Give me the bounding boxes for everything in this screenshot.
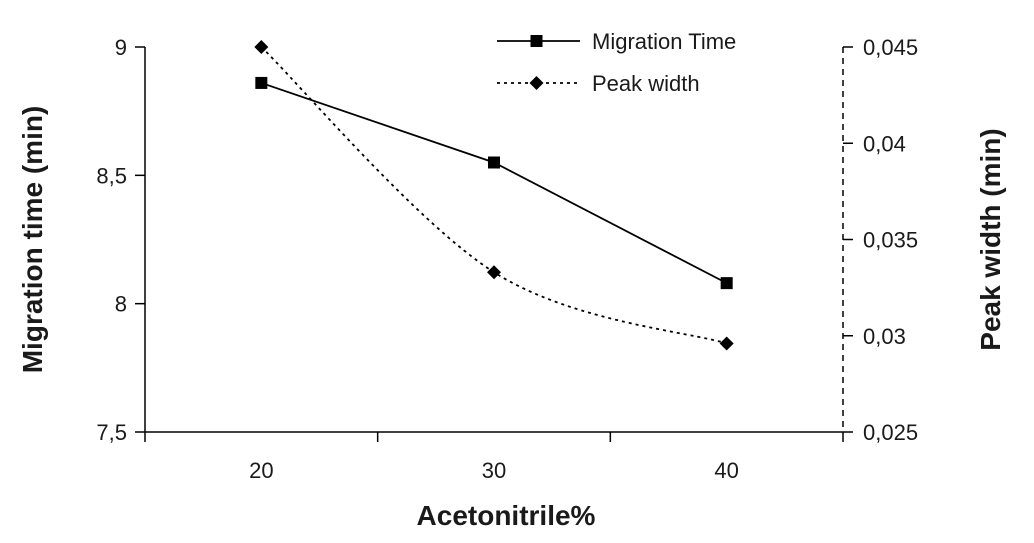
legend-label-peak-width: Peak width [592, 71, 700, 96]
series-layer [254, 40, 734, 351]
x-tick-label: 40 [714, 458, 738, 483]
axes: 7,5 8 8,5 9 20 30 40 0,025 0,03 0,035 0,04 0,045 [96, 35, 918, 483]
data-point-peak-width [719, 336, 734, 351]
legend-label-migration-time: Migration Time [592, 29, 736, 54]
y-right-tick-label: 0,035 [863, 228, 918, 253]
y-right-tick-label: 0,04 [863, 131, 906, 156]
series-line-migration-time [261, 82, 728, 284]
legend: Migration Time Peak width [497, 29, 736, 96]
x-tick-label: 30 [482, 458, 506, 483]
data-point-migration-time [255, 76, 268, 89]
y-left-tick-label: 8,5 [96, 163, 127, 188]
series-line-peak-width [260, 46, 727, 345]
data-point-migration-time [488, 156, 500, 169]
y-right-tick-label: 0,03 [863, 324, 906, 349]
data-point-peak-width [487, 265, 501, 280]
data-point-peak-width [254, 40, 269, 54]
y-axis-right-title: Peak width (min) [975, 128, 1006, 350]
y-right-tick-label: 0,045 [863, 35, 918, 60]
y-right-tick-label: 0,025 [863, 420, 918, 445]
x-axis-title: Acetonitrile% [417, 500, 596, 531]
data-point-migration-time [720, 277, 733, 290]
x-tick-label: 20 [249, 458, 273, 483]
y-left-tick-label: 8 [115, 292, 127, 317]
y-left-tick-label: 7,5 [96, 420, 127, 445]
y-left-tick-label: 9 [115, 35, 127, 60]
legend-marker-migration-time [530, 35, 543, 47]
legend-marker-peak-width [529, 76, 544, 90]
y-axis-left-title: Migration time (min) [17, 106, 48, 374]
